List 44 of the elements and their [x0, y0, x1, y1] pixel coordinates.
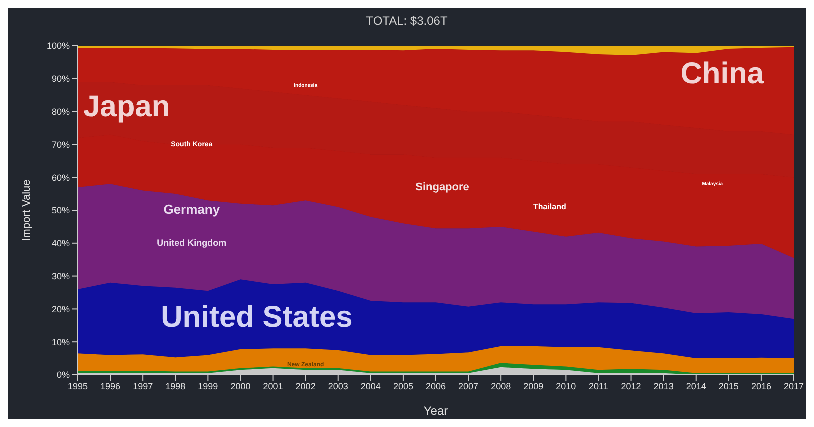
y-tick-label: 10%: [52, 337, 70, 348]
x-tick-label: 2005: [393, 381, 414, 392]
x-tick-label: 2002: [296, 381, 316, 392]
x-tick-label: 1995: [68, 381, 88, 392]
x-tick-label: 2013: [654, 381, 674, 392]
x-tick-label: 2009: [524, 381, 544, 392]
x-tick-label: 2000: [230, 381, 251, 392]
annotation: Singapore: [416, 181, 470, 194]
x-tick-label: 2016: [751, 381, 772, 392]
x-tick-label: 2011: [589, 381, 608, 392]
annotation: Germany: [164, 202, 221, 217]
y-tick-label: 30%: [52, 271, 70, 282]
y-tick-label: 100%: [46, 41, 70, 52]
x-tick-label: 2010: [556, 381, 576, 392]
x-tick-label: 1997: [133, 381, 154, 392]
x-tick-label: 2001: [263, 381, 284, 392]
annotation: Thailand: [533, 202, 566, 212]
y-tick-label: 50%: [52, 206, 70, 216]
x-tick-label: 2012: [621, 381, 642, 392]
x-tick-label: 1998: [166, 381, 186, 392]
x-tick-label: 2004: [360, 381, 381, 392]
y-tick-label: 40%: [52, 238, 70, 249]
x-tick-label: 1996: [100, 381, 121, 392]
x-tick-label: 2003: [328, 381, 348, 392]
annotation: Japan: [83, 90, 170, 124]
y-tick-label: 60%: [52, 172, 70, 183]
y-axis-title: Import Value: [20, 180, 33, 242]
x-tick-label: 2014: [686, 381, 706, 392]
x-tick-label: 2015: [718, 381, 739, 392]
x-tick-label: 2017: [784, 381, 804, 392]
y-tick-label: 0%: [56, 370, 70, 380]
y-tick-label: 90%: [52, 74, 70, 84]
chart-title: TOTAL: $3.06T: [365, 14, 449, 28]
x-tick-label: 2006: [426, 381, 446, 392]
annotation: China: [680, 58, 764, 91]
x-tick-label: 1999: [198, 381, 218, 392]
y-tick-label: 80%: [52, 106, 70, 117]
x-tick-label: 2007: [458, 381, 479, 392]
annotation: United Kingdom: [157, 238, 227, 248]
annotation: United States: [161, 300, 353, 334]
y-tick-label: 20%: [52, 304, 70, 314]
x-axis-title: Year: [424, 404, 448, 418]
x-tick-label: 2008: [491, 381, 512, 392]
y-tick-label: 70%: [52, 140, 70, 150]
